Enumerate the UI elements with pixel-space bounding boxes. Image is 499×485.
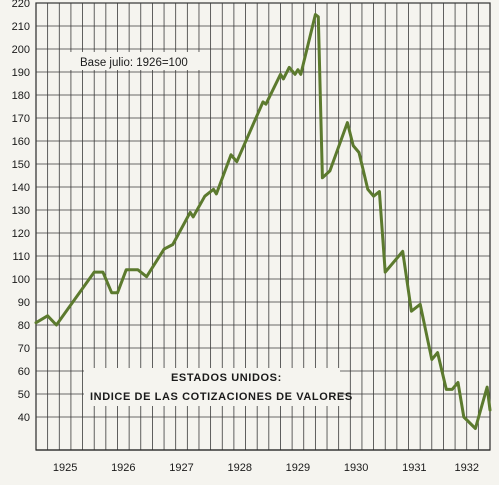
- y-tick-label: 190: [12, 67, 30, 79]
- y-tick-label: 40: [18, 412, 30, 424]
- x-year-label: 1927: [169, 462, 193, 474]
- y-tick-label: 80: [18, 320, 30, 332]
- title-background: [84, 368, 340, 406]
- x-year-label: 1926: [111, 462, 135, 474]
- x-year-label: 1931: [402, 462, 426, 474]
- y-tick-labels: 40 50 60 70 80 90 100 110 120 130 140 150 160 170 180 1…: [12, 0, 30, 424]
- y-tick-label: 70: [18, 343, 30, 355]
- y-tick-label: 150: [12, 159, 30, 171]
- y-tick-label: 130: [12, 205, 30, 217]
- y-tick-label: 200: [12, 44, 30, 56]
- x-year-label: 1930: [344, 462, 368, 474]
- stock-index-series-line: [34, 13, 492, 430]
- y-tick-label: 210: [12, 21, 30, 33]
- y-tick-label: 220: [12, 0, 30, 10]
- base-annotation: Base julio: 1926=100: [80, 57, 188, 69]
- y-tick-label: 110: [12, 251, 30, 263]
- y-tick-label: 140: [12, 182, 30, 194]
- y-tick-label: 100: [12, 274, 30, 286]
- x-year-labels: 1925 1926 1927 1928 1929 1930 1931 1932: [53, 462, 479, 474]
- x-year-label: 1932: [454, 462, 478, 474]
- y-tick-label: 160: [12, 136, 30, 148]
- y-tick-label: 120: [12, 228, 30, 240]
- y-tick-label: 170: [12, 113, 30, 125]
- chart-title-line-1: ESTADOS UNIDOS:: [171, 372, 282, 384]
- y-tick-label: 180: [12, 90, 30, 102]
- x-year-label: 1928: [227, 462, 251, 474]
- y-tick-label: 50: [18, 389, 30, 401]
- x-year-label: 1929: [286, 462, 310, 474]
- annotation-background: [70, 52, 200, 70]
- series-layer: [34, 13, 492, 430]
- chart-title-line-2: INDICE DE LAS COTIZACIONES DE VALORES: [90, 391, 353, 403]
- x-year-label: 1925: [53, 462, 77, 474]
- y-tick-label: 60: [18, 366, 30, 378]
- y-tick-label: 90: [18, 297, 30, 309]
- grid-layer: [35, 2, 491, 451]
